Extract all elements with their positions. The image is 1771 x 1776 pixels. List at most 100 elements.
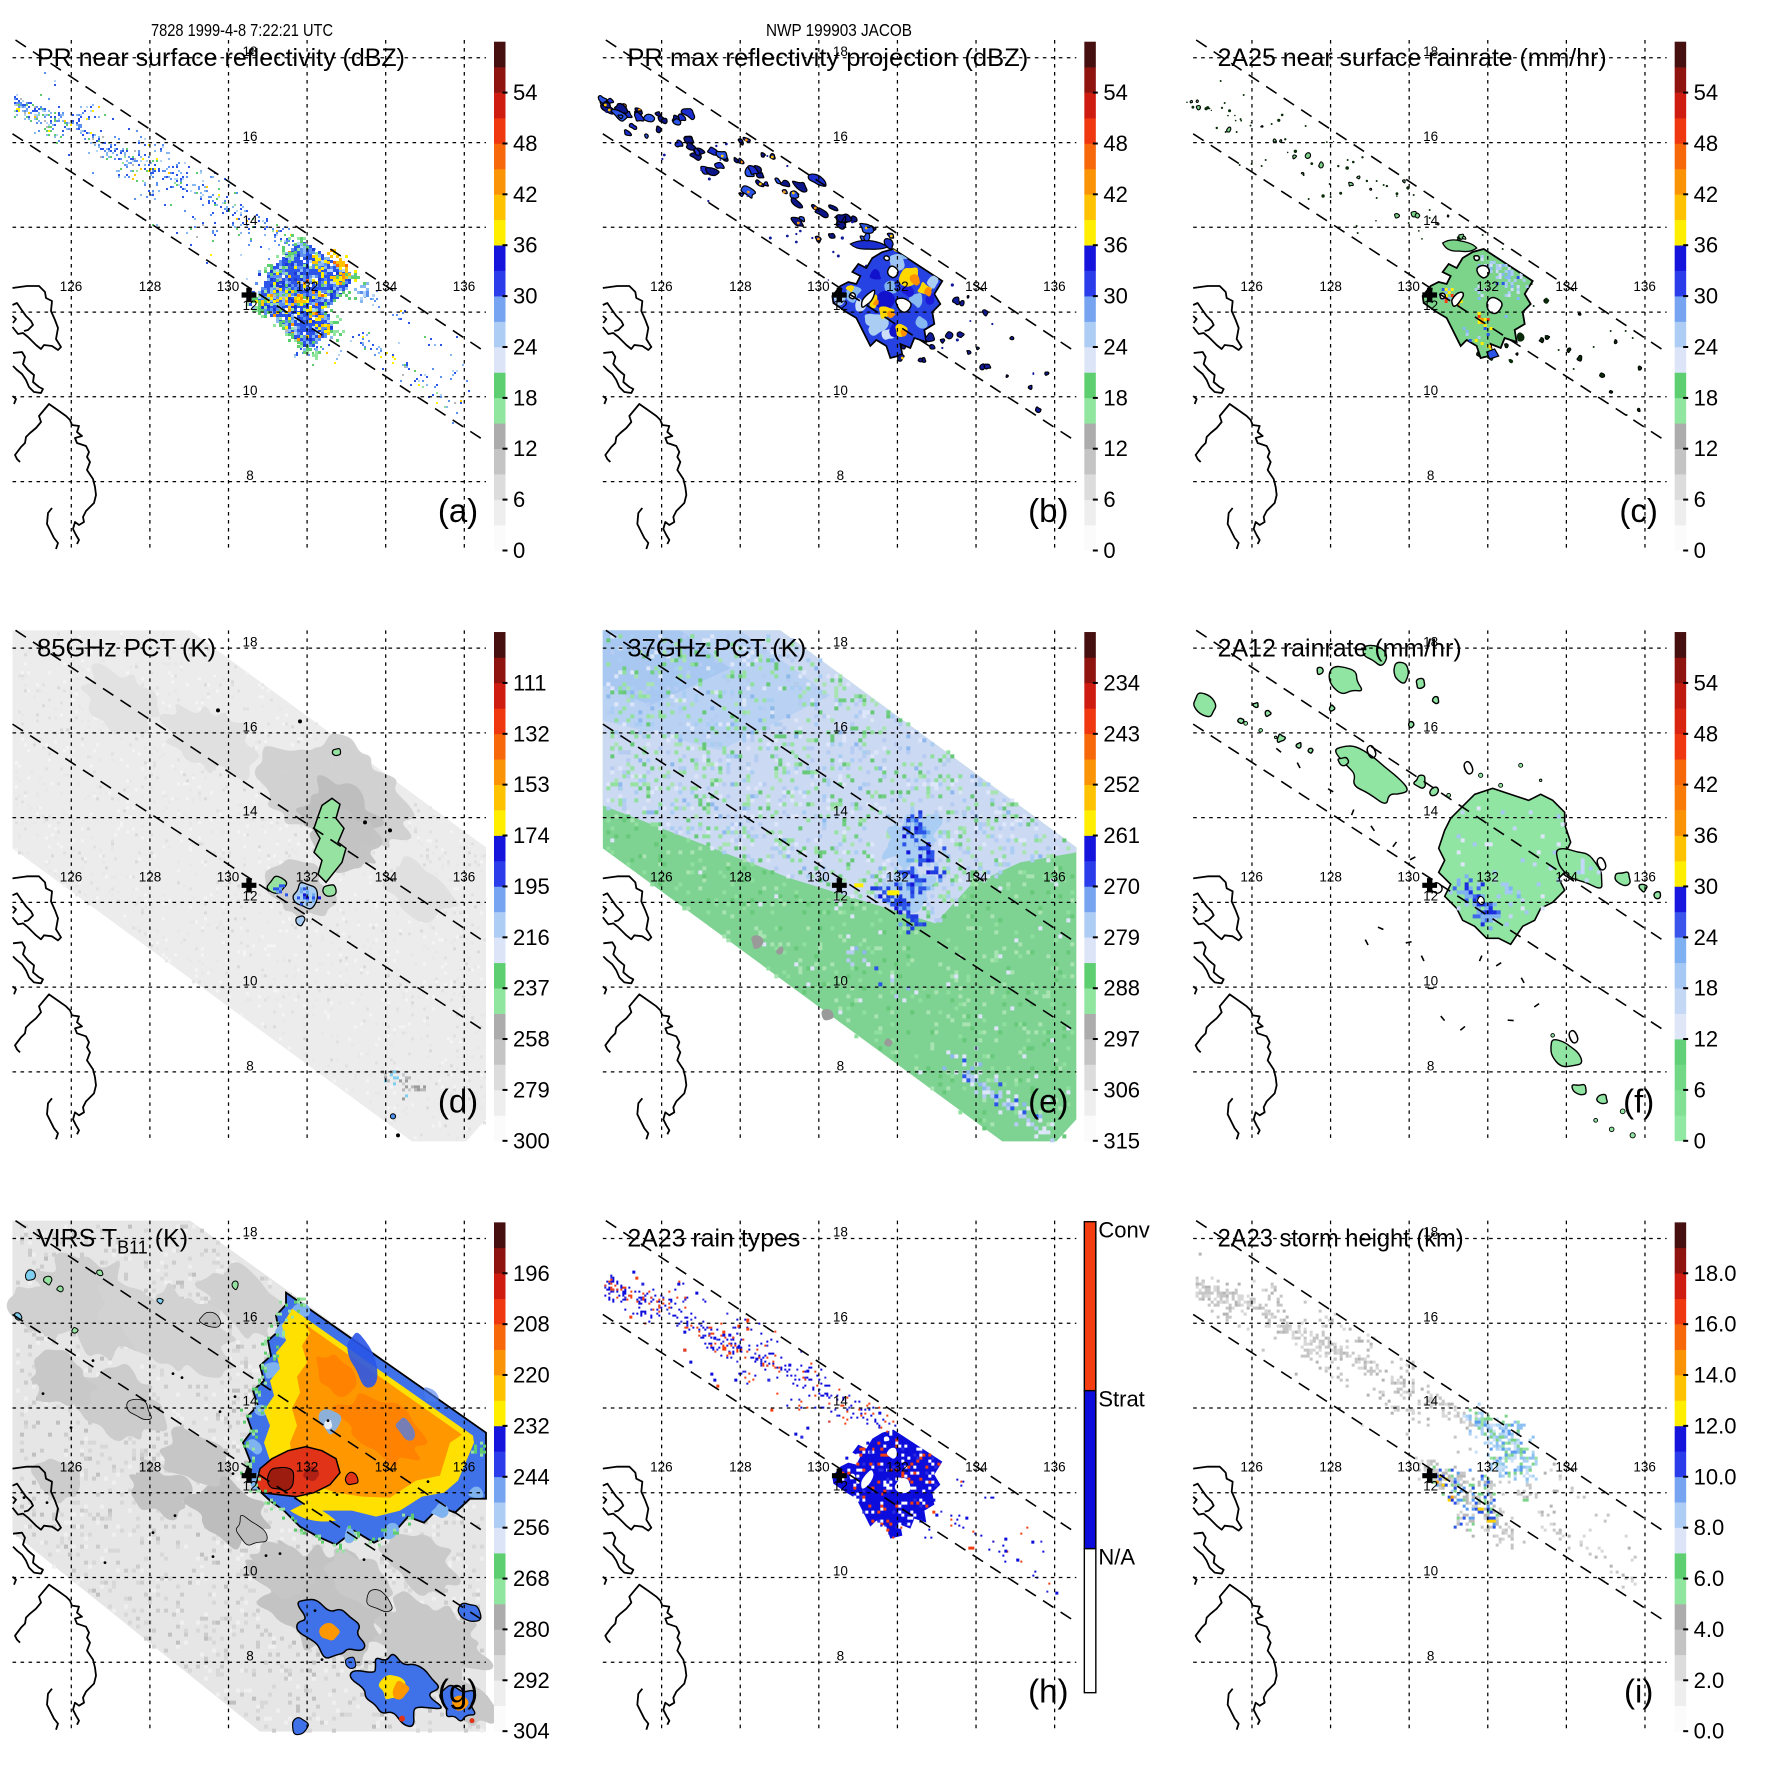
svg-text:132: 132	[886, 1460, 909, 1475]
svg-text:132: 132	[296, 869, 319, 884]
svg-text:126: 126	[60, 279, 83, 294]
svg-text:130: 130	[807, 869, 830, 884]
svg-text:136: 136	[453, 279, 476, 294]
svg-text:268: 268	[513, 1566, 550, 1591]
svg-text:18: 18	[1694, 976, 1718, 1001]
svg-text:134: 134	[1555, 279, 1578, 294]
svg-text:153: 153	[513, 772, 550, 797]
svg-text:136: 136	[1043, 869, 1066, 884]
svg-text:134: 134	[965, 869, 988, 884]
svg-text:8: 8	[246, 468, 254, 483]
svg-text:130: 130	[217, 279, 240, 294]
svg-text:304: 304	[513, 1719, 550, 1744]
svg-text:134: 134	[965, 1460, 988, 1475]
svg-text:42: 42	[1694, 182, 1718, 207]
svg-text:18: 18	[833, 1225, 848, 1240]
svg-text:0: 0	[513, 538, 525, 563]
svg-text:24: 24	[1103, 335, 1127, 360]
svg-text:132: 132	[1476, 1460, 1499, 1475]
svg-text:14: 14	[833, 213, 849, 228]
svg-text:288: 288	[1103, 976, 1140, 1001]
svg-text:18: 18	[1423, 634, 1438, 649]
svg-text:54: 54	[513, 80, 537, 105]
svg-text:6: 6	[1694, 1077, 1706, 1102]
svg-text:14: 14	[833, 803, 849, 818]
svg-text:2A12 rainrate (mm/hr): 2A12 rainrate (mm/hr)	[1218, 634, 1462, 662]
svg-text:8: 8	[837, 468, 845, 483]
svg-text:10: 10	[833, 383, 848, 398]
svg-text:126: 126	[650, 279, 673, 294]
svg-text:12: 12	[1694, 1027, 1718, 1052]
svg-text:130: 130	[807, 1460, 830, 1475]
svg-text:12: 12	[1694, 436, 1718, 461]
svg-text:10: 10	[1423, 973, 1438, 988]
svg-text:10: 10	[1423, 1564, 1438, 1579]
svg-text:6: 6	[513, 487, 525, 512]
svg-text:16: 16	[1423, 129, 1438, 144]
svg-text:8: 8	[1427, 468, 1435, 483]
svg-text:14: 14	[1423, 1394, 1439, 1409]
svg-text:252: 252	[1103, 772, 1140, 797]
svg-text:37GHz PCT (K): 37GHz PCT (K)	[627, 634, 806, 662]
svg-text:(h): (h)	[1028, 1673, 1068, 1710]
svg-text:237: 237	[513, 976, 550, 1001]
svg-text:256: 256	[513, 1515, 550, 1540]
svg-text:54: 54	[1694, 80, 1718, 105]
svg-text:14: 14	[242, 1394, 258, 1409]
svg-text:VIRS TB11 (K): VIRS TB11 (K)	[37, 1225, 188, 1258]
svg-text:30: 30	[1103, 284, 1127, 309]
svg-text:132: 132	[886, 869, 909, 884]
svg-text:134: 134	[1555, 869, 1578, 884]
svg-text:132: 132	[296, 279, 319, 294]
svg-text:136: 136	[453, 1460, 476, 1475]
svg-text:10: 10	[242, 383, 257, 398]
svg-text:36: 36	[513, 233, 537, 258]
svg-text:16: 16	[833, 129, 848, 144]
svg-text:0: 0	[1694, 538, 1706, 563]
svg-text:128: 128	[1319, 1460, 1342, 1475]
svg-text:130: 130	[1397, 1460, 1420, 1475]
svg-text:136: 136	[1043, 1460, 1066, 1475]
svg-text:54: 54	[1694, 670, 1718, 695]
svg-text:(b): (b)	[1028, 492, 1068, 529]
svg-text:12: 12	[242, 888, 257, 903]
svg-text:30: 30	[1694, 874, 1718, 899]
svg-text:12: 12	[833, 298, 848, 313]
svg-text:243: 243	[1103, 721, 1140, 746]
svg-text:16: 16	[242, 719, 257, 734]
svg-text:12.0: 12.0	[1694, 1413, 1737, 1438]
svg-text:136: 136	[453, 869, 476, 884]
svg-text:16: 16	[242, 1310, 257, 1325]
svg-text:128: 128	[139, 869, 162, 884]
svg-text:18: 18	[1423, 1225, 1438, 1240]
svg-text:18: 18	[513, 385, 537, 410]
svg-text:128: 128	[139, 279, 162, 294]
svg-text:244: 244	[513, 1464, 550, 1489]
svg-text:134: 134	[965, 279, 988, 294]
svg-text:NWP 199903 JACOB: NWP 199903 JACOB	[766, 20, 912, 40]
svg-text:48: 48	[1103, 131, 1127, 156]
svg-text:18: 18	[833, 634, 848, 649]
svg-text:130: 130	[1397, 869, 1420, 884]
svg-text:18: 18	[833, 44, 848, 59]
svg-text:195: 195	[513, 874, 550, 899]
svg-text:134: 134	[375, 1460, 398, 1475]
svg-text:8: 8	[1427, 1058, 1435, 1073]
svg-text:132: 132	[296, 1460, 319, 1475]
svg-text:6: 6	[1694, 487, 1706, 512]
svg-text:14: 14	[242, 803, 258, 818]
svg-text:10.0: 10.0	[1694, 1464, 1737, 1489]
svg-text:132: 132	[513, 721, 550, 746]
svg-text:128: 128	[729, 279, 752, 294]
svg-text:18: 18	[1694, 385, 1718, 410]
svg-text:8.0: 8.0	[1694, 1515, 1725, 1540]
svg-text:128: 128	[1319, 869, 1342, 884]
svg-text:10: 10	[242, 1564, 257, 1579]
svg-text:2A25 near surface rainrate (mm: 2A25 near surface rainrate (mm/hr)	[1218, 44, 1607, 72]
svg-text:48: 48	[513, 131, 537, 156]
svg-text:48: 48	[1694, 131, 1718, 156]
svg-text:54: 54	[1103, 80, 1127, 105]
svg-text:130: 130	[1397, 279, 1420, 294]
svg-text:220: 220	[513, 1362, 550, 1387]
svg-text:12: 12	[833, 1479, 848, 1494]
